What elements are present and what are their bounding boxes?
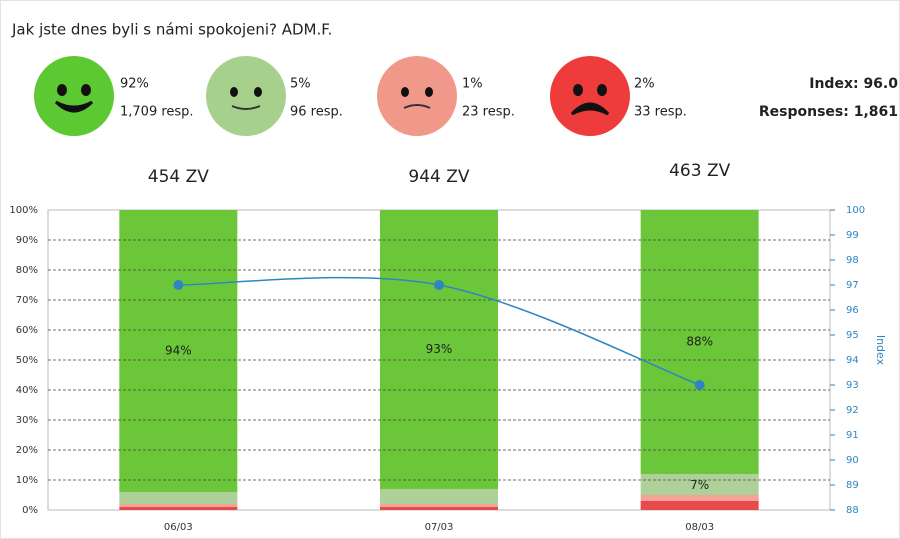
face-responses: 33 resp. <box>634 105 687 120</box>
bar-annotation: 944 ZV <box>408 167 469 187</box>
face-percent: 92% <box>120 77 149 92</box>
data-label: 93% <box>426 342 453 356</box>
responses-summary: Responses: 1,861 <box>759 104 898 120</box>
bar-segment <box>380 210 498 489</box>
survey-title: Jak jste dnes byli s námi spokojeni? ADM… <box>11 21 332 39</box>
y2-tick-label: 97 <box>846 280 859 291</box>
y2-tick-label: 99 <box>846 230 859 241</box>
face-responses: 1,709 resp. <box>120 105 194 120</box>
bar-segment <box>119 507 238 510</box>
bar-segment <box>119 504 238 507</box>
bar-segment <box>380 489 498 504</box>
face-percent: 5% <box>290 77 311 92</box>
bar-segment <box>640 474 759 495</box>
y2-tick-label: 90 <box>846 455 859 466</box>
y-tick-label: 80% <box>16 265 38 276</box>
y2-tick-label: 98 <box>846 255 859 266</box>
bar-annotation: 454 ZV <box>148 167 209 187</box>
y2-tick-label: 100 <box>846 205 865 216</box>
face-responses: 23 resp. <box>462 105 515 120</box>
bar-segment <box>640 210 759 474</box>
y2-tick-label: 92 <box>846 405 859 416</box>
bar-segment <box>119 492 238 504</box>
y2-axis-label: Index <box>874 335 887 366</box>
index-point <box>173 280 184 290</box>
y2-tick-label: 88 <box>846 505 859 516</box>
index-summary: Index: 96.0 <box>809 76 898 92</box>
data-label: 88% <box>686 335 713 349</box>
y-tick-label: 50% <box>16 355 38 366</box>
y-tick-label: 20% <box>16 445 38 456</box>
x-tick-label: 07/03 <box>425 522 454 533</box>
face-happy <box>206 56 286 136</box>
bar-segment <box>119 210 238 492</box>
y2-tick-label: 91 <box>846 430 859 441</box>
y2-tick-label: 96 <box>846 305 859 316</box>
face-percent: 1% <box>462 77 483 92</box>
y2-tick-label: 93 <box>846 380 859 391</box>
y2-tick-label: 89 <box>846 480 859 491</box>
y-tick-label: 100% <box>9 205 38 216</box>
face-responses: 96 resp. <box>290 105 343 120</box>
index-point <box>434 280 444 290</box>
x-tick-label: 06/03 <box>164 522 193 533</box>
bar-segment <box>380 504 498 507</box>
face-very-unhappy <box>550 56 630 136</box>
y-tick-label: 10% <box>16 475 38 486</box>
data-label: 94% <box>165 344 192 358</box>
bar-segment <box>640 501 759 510</box>
y-tick-label: 70% <box>16 295 38 306</box>
index-point <box>694 380 705 390</box>
y-tick-label: 60% <box>16 325 38 336</box>
y-tick-label: 40% <box>16 385 38 396</box>
bar-segment <box>640 495 759 501</box>
y2-tick-label: 95 <box>846 330 859 341</box>
y-tick-label: 0% <box>22 505 38 516</box>
face-very-happy <box>34 56 114 136</box>
face-unhappy <box>377 56 457 136</box>
y-tick-label: 90% <box>16 235 38 246</box>
x-tick-label: 08/03 <box>685 522 714 533</box>
y-tick-label: 30% <box>16 415 38 426</box>
bar-annotation: 463 ZV <box>669 161 730 181</box>
data-label: 7% <box>690 478 709 492</box>
y2-tick-label: 94 <box>846 355 859 366</box>
bar-segment <box>380 507 498 510</box>
face-percent: 2% <box>634 77 655 92</box>
